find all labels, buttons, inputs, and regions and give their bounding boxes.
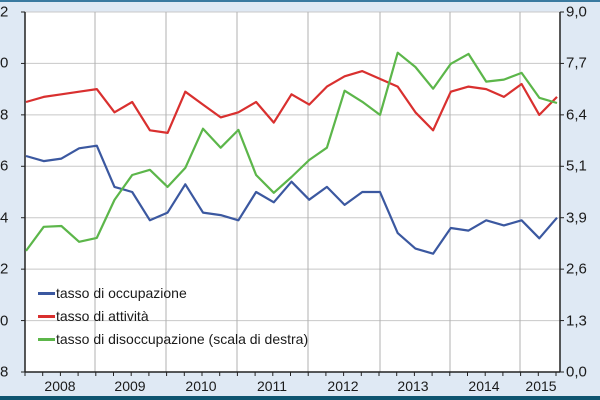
legend-label: tasso di occupazione — [56, 285, 187, 301]
x-axis-tick: 2014 — [468, 378, 500, 394]
x-axis-tick: 2012 — [327, 378, 359, 394]
series-disoccupazione — [25, 51, 558, 252]
right-axis-tick: 7,7 — [566, 54, 587, 72]
right-axis-tick: 3,9 — [566, 209, 587, 227]
left-axis-tick: 4 — [0, 209, 9, 227]
legend-label: tasso di disoccupazione (scala di destra… — [56, 331, 309, 347]
legend-swatch-blue — [38, 292, 55, 295]
left-axis-tick: 0 — [0, 54, 9, 72]
left-axis-tick: 6 — [0, 157, 9, 175]
right-axis-tick: 5,1 — [566, 157, 587, 175]
top-border — [0, 0, 600, 2]
x-axis-tick: 2013 — [397, 378, 429, 394]
series-attività — [25, 69, 558, 134]
x-axis-tick: 2011 — [256, 378, 288, 394]
legend-swatch-red — [38, 315, 55, 318]
legend: tasso di occupazione tasso di attività t… — [38, 282, 308, 351]
left-axis-tick: 0 — [0, 312, 9, 330]
left-axis-tick: 2 — [0, 3, 9, 21]
x-axis-tick: 2009 — [114, 378, 146, 394]
series-occupazione — [25, 144, 558, 255]
x-axis-tick: 2010 — [185, 378, 217, 394]
x-axis-tick: 2015 — [525, 378, 557, 394]
legend-label: tasso di attività — [56, 308, 149, 324]
legend-item-attivita: tasso di attività — [38, 305, 308, 328]
right-axis-tick: 1,3 — [566, 312, 587, 330]
legend-item-disoccupazione: tasso di disoccupazione (scala di destra… — [38, 328, 308, 351]
bottom-border — [0, 396, 600, 400]
left-axis-tick: 2 — [0, 260, 9, 278]
legend-item-occupazione: tasso di occupazione — [38, 282, 308, 305]
x-axis-tick: 2008 — [44, 378, 76, 394]
left-axis-tick: 8 — [0, 363, 9, 381]
right-axis-tick: 0,0 — [566, 363, 587, 381]
right-axis-tick: 2,6 — [566, 260, 587, 278]
right-axis-tick: 9,0 — [566, 3, 587, 21]
legend-swatch-green — [38, 338, 55, 341]
right-axis-tick: 6,4 — [566, 106, 587, 124]
left-axis-tick: 8 — [0, 106, 9, 124]
